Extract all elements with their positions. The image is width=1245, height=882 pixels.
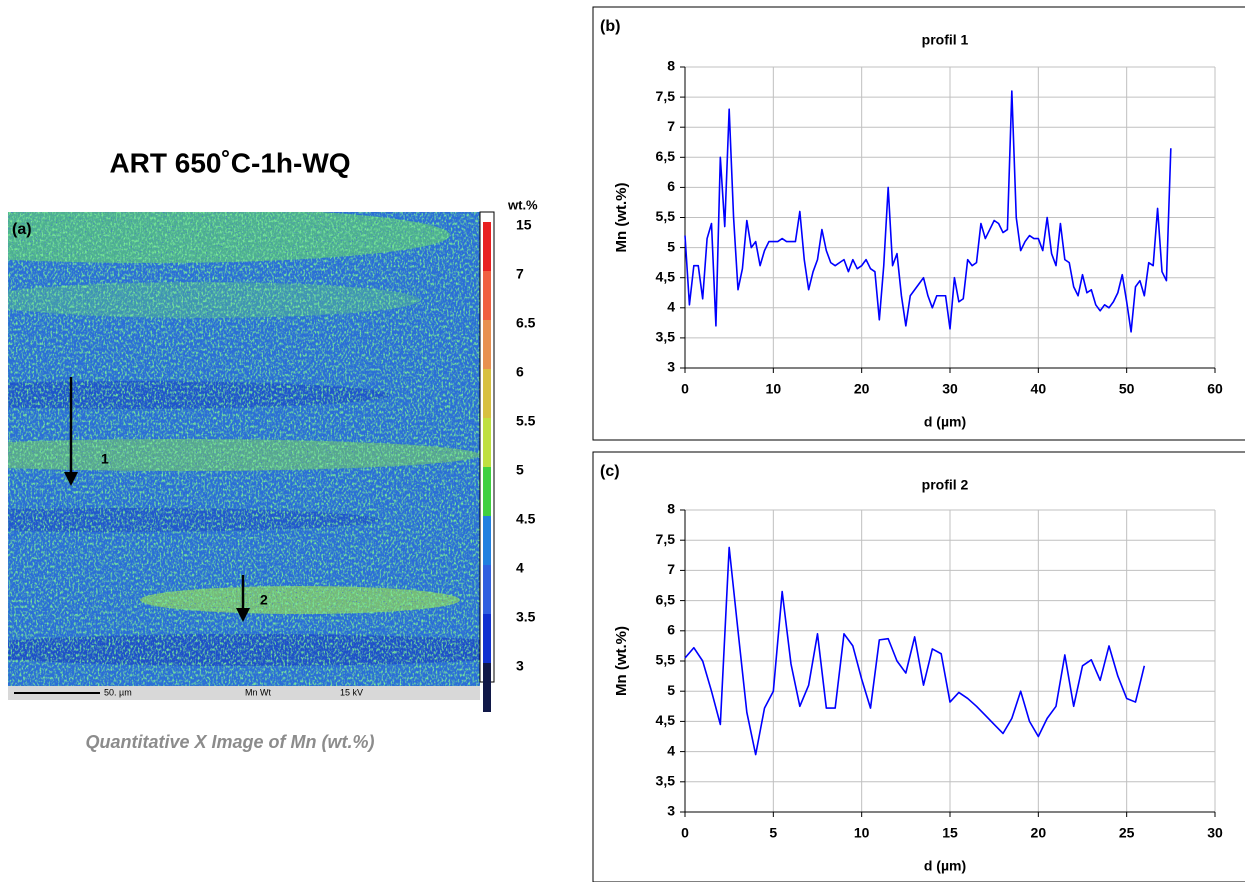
y-tick-label: 7	[667, 118, 675, 134]
y-tick-label: 4,5	[656, 268, 676, 284]
colorbar-label: 3.5	[516, 609, 536, 625]
colorbar-label: 6.5	[516, 315, 536, 331]
colorbar-segment	[483, 320, 491, 369]
y-tick-label: 5	[667, 682, 675, 698]
y-tick-label: 6,5	[656, 148, 676, 164]
x-tick-label: 60	[1207, 381, 1223, 397]
y-tick-label: 5,5	[656, 652, 676, 668]
voltage-label: 15 kV	[340, 687, 363, 697]
colorbar-label: 7	[516, 266, 524, 282]
colorbar-segment	[483, 516, 491, 565]
panel-label: (a)	[12, 221, 32, 238]
x-tick-label: 40	[1031, 381, 1047, 397]
colorbar-unit: wt.%	[507, 197, 538, 212]
y-tick-label: 6,5	[656, 591, 676, 607]
x-tick-label: 50	[1119, 381, 1135, 397]
x-tick-label: 5	[769, 825, 777, 841]
y-tick-label: 4	[667, 742, 675, 758]
colorbar-label: 5	[516, 462, 524, 478]
colorbar: 15 7 6.5 6 5.5 5 4.5 4 3.5 3	[483, 217, 536, 712]
colorbar-segment	[483, 418, 491, 467]
x-tick-label: 30	[1207, 825, 1223, 841]
y-tick-label: 8	[667, 501, 675, 517]
map-title: ART 650˚C-1h-WQ	[109, 147, 350, 178]
signal-label: Mn Wt	[245, 687, 271, 697]
colorbar-segment	[483, 663, 491, 712]
x-tick-label: 30	[942, 381, 958, 397]
x-tick-label: 25	[1119, 825, 1135, 841]
data-line	[684, 90, 1172, 333]
colorbar-label: 4	[516, 560, 524, 576]
x-tick-label: 0	[681, 381, 689, 397]
colorbar-segment	[483, 467, 491, 516]
colorbar-label: 3	[516, 658, 524, 674]
y-tick-label: 5,5	[656, 208, 676, 224]
mn-map	[8, 212, 480, 686]
y-tick-label: 7	[667, 561, 675, 577]
x-tick-label: 15	[942, 825, 958, 841]
arrow-label: 2	[260, 592, 268, 608]
map-caption: Quantitative X Image of Mn (wt.%)	[85, 732, 374, 752]
x-axis-label: d (µm)	[924, 858, 966, 874]
x-tick-label: 20	[1031, 825, 1047, 841]
y-tick-label: 8	[667, 58, 675, 74]
y-tick-label: 7,5	[656, 88, 676, 104]
x-tick-label: 10	[854, 825, 870, 841]
panel-label: (c)	[600, 463, 620, 480]
chart-title: profil 2	[922, 477, 969, 493]
colorbar-segment	[483, 614, 491, 663]
panel-label: (b)	[600, 18, 620, 35]
colorbar-label: 4.5	[516, 511, 536, 527]
y-tick-label: 3,5	[656, 329, 676, 345]
y-tick-label: 4	[667, 299, 675, 315]
colorbar-label: 6	[516, 364, 524, 380]
y-axis-label: Mn (wt.%)	[613, 626, 630, 696]
colorbar-segment	[483, 565, 491, 614]
arrow-head	[236, 608, 250, 622]
y-tick-label: 5	[667, 238, 675, 254]
status-bar	[8, 686, 480, 700]
panel-frame	[592, 451, 1245, 882]
y-tick-label: 6	[667, 178, 675, 194]
arrow-label: 1	[101, 451, 109, 467]
x-tick-label: 10	[766, 381, 782, 397]
y-tick-label: 3	[667, 359, 675, 375]
y-tick-label: 7,5	[656, 531, 676, 547]
x-tick-label: 20	[854, 381, 870, 397]
colorbar-label: 5.5	[516, 413, 536, 429]
y-tick-label: 3	[667, 803, 675, 819]
scale-bar-label: 50. µm	[104, 687, 132, 697]
chart-title: profil 1	[922, 32, 969, 48]
colorbar-segment	[483, 271, 491, 320]
colorbar-segment	[483, 222, 491, 271]
colorbar-segment	[483, 369, 491, 418]
x-tick-label: 0	[681, 825, 689, 841]
x-axis-label: d (µm)	[924, 414, 966, 430]
y-tick-label: 4,5	[656, 712, 676, 728]
panel-frame	[592, 6, 1245, 441]
y-tick-label: 3,5	[656, 773, 676, 789]
arrow-head	[64, 472, 78, 486]
colorbar-label: 15	[516, 217, 532, 233]
data-line	[684, 546, 1146, 756]
y-tick-label: 6	[667, 622, 675, 638]
y-axis-label: Mn (wt.%)	[613, 183, 630, 253]
